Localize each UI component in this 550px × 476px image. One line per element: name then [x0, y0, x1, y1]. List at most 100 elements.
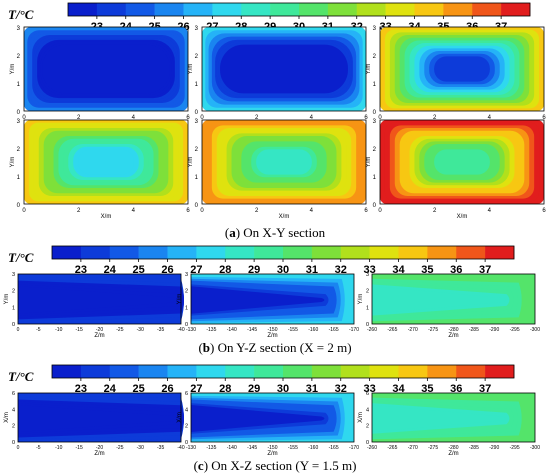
contour-band	[220, 44, 348, 94]
y-tick-label: 2	[12, 289, 15, 295]
colorbar-swatch	[225, 246, 255, 259]
x-tick-label: -150	[267, 445, 277, 451]
contour-band	[42, 44, 170, 94]
contour-band	[372, 286, 506, 314]
x-tick-label: -265	[387, 445, 397, 451]
y-tick-label: 2	[373, 54, 377, 60]
colorbar-swatch	[369, 246, 399, 259]
x-axis-label: Z/m	[267, 451, 277, 457]
y-tick-label: 3	[195, 26, 199, 32]
x-tick-label: -265	[387, 327, 397, 333]
x-tick-label: -270	[408, 327, 418, 333]
y-tick-label: 1	[185, 305, 188, 311]
y-tick-label: 2	[185, 289, 188, 295]
y-tick-label: 0	[17, 110, 21, 116]
panel-frame	[371, 273, 536, 325]
x-tick-label: 2	[77, 115, 81, 121]
x-tick-label: 2	[433, 208, 437, 214]
x-tick-label: 6	[186, 208, 190, 214]
x-tick-label: 0	[22, 115, 26, 121]
y-tick-label: 3	[373, 26, 377, 32]
y-tick-label: 2	[366, 424, 369, 430]
colorbar-tick-label-b: 32	[335, 264, 347, 276]
z-panel: 0 1 2 3 0 -5 -10 -15 -20 -25 -30 -35 -40 Z/m Y/m	[4, 272, 185, 339]
colorbar-swatch	[456, 365, 486, 378]
panel-frame	[190, 273, 355, 325]
x-tick-label: -145	[247, 445, 257, 451]
y-axis-label: Y/m	[188, 64, 194, 75]
x-tick-label: -10	[55, 327, 62, 333]
x-tick-label: -150	[267, 327, 277, 333]
colorbar-tick-label-b: 36	[450, 264, 462, 276]
y-tick-label: 2	[366, 289, 369, 295]
x-tick-label: -35	[157, 327, 164, 333]
y-tick-label: 1	[195, 175, 199, 181]
colorbar-tick-label-c: 28	[219, 383, 231, 395]
y-axis-label: Y/m	[4, 294, 10, 305]
y-axis-label: Y/m	[366, 64, 372, 75]
caption-c-text: On X-Z section (Y = 1.5 m)	[208, 458, 356, 473]
y-tick-label: 1	[17, 82, 21, 88]
x-tick-label: 0	[17, 445, 20, 451]
colorbar-swatch	[138, 246, 168, 259]
x-tick-label: -10	[55, 445, 62, 451]
section-a-panels: 01230246X/mY/m01230246X/mY/m01230246X/mY…	[10, 26, 546, 220]
colorbar-tick-label-c: 31	[306, 383, 318, 395]
x-tick-label: -130	[186, 445, 196, 451]
x-tick-label: -40	[177, 327, 184, 333]
caption-b: (b) On Y-Z section (X = 2 m)	[198, 340, 351, 355]
section-c-panels: 0 2 4 6 0 -5 -10 -15 -20 -25 -30 -35 -40 Z/m X/m 0 2 4 6 -1…	[4, 391, 540, 457]
panel-frame	[17, 273, 182, 325]
colorbar-b: 23 24 25 26 27 28 29 30 31 32 33 34 35 36 37	[51, 245, 515, 276]
x-tick-label: 6	[542, 208, 546, 214]
x-tick-label: -170	[349, 445, 359, 451]
y-tick-label: 0	[17, 203, 21, 209]
colorbar-swatch	[196, 365, 226, 378]
y-tick-label: 2	[12, 424, 15, 430]
x-tick-label: 0	[17, 327, 20, 333]
colorbar-swatch	[427, 365, 457, 378]
colorbar-swatch	[125, 3, 155, 16]
x-tick-label: 0	[200, 208, 204, 214]
colorbar-tick-label-b: 34	[392, 264, 405, 276]
x-axis-label: X/m	[101, 214, 112, 220]
y-axis-label: Y/m	[10, 157, 16, 168]
x-tick-label: 0	[22, 208, 26, 214]
y-tick-label: 6	[366, 391, 369, 397]
z-panel: 0 2 4 6 -130 -135 -140 -145 -150 -155 -160 -165 -170…	[177, 391, 359, 457]
colorbar-tick-label-c: 34	[392, 383, 405, 395]
x-tick-label: -165	[329, 327, 339, 333]
x-tick-label: -270	[408, 445, 418, 451]
x-tick-label: -25	[116, 327, 123, 333]
x-axis-label: Z/m	[448, 333, 458, 339]
colorbar-tick-label-b: 30	[277, 264, 289, 276]
y-tick-label: 3	[185, 272, 188, 278]
panel-frame	[23, 26, 189, 112]
x-tick-label: -160	[308, 445, 318, 451]
y-tick-label: 0	[366, 322, 369, 328]
colorbar-swatch	[196, 246, 226, 259]
colorbar-swatch	[96, 3, 127, 16]
x-tick-label: -290	[489, 445, 499, 451]
z-panel: 0 2 4 6 0 -5 -10 -15 -20 -25 -30 -35 -40 Z/m X/m	[4, 391, 185, 457]
colorbar-swatch	[369, 365, 399, 378]
x-tick-label: -285	[469, 445, 479, 451]
y-tick-label: 2	[195, 54, 199, 60]
colorbar-swatch	[167, 246, 197, 259]
x-tick-label: -130	[186, 327, 196, 333]
y-tick-label: 2	[17, 147, 21, 153]
x-tick-label: -280	[448, 445, 458, 451]
y-tick-label: 2	[373, 147, 377, 153]
y-tick-label: 4	[366, 407, 369, 413]
colorbar-swatch	[398, 365, 428, 378]
x-tick-label: -155	[288, 327, 298, 333]
colorbar-swatch	[241, 3, 271, 16]
caption-a-letter: a	[229, 225, 236, 240]
x-tick-label: -285	[469, 327, 479, 333]
colorbar-swatch	[109, 246, 139, 259]
colorbar-tick-label-b: 26	[161, 264, 173, 276]
colorbar-tick-label-b: 27	[190, 264, 202, 276]
